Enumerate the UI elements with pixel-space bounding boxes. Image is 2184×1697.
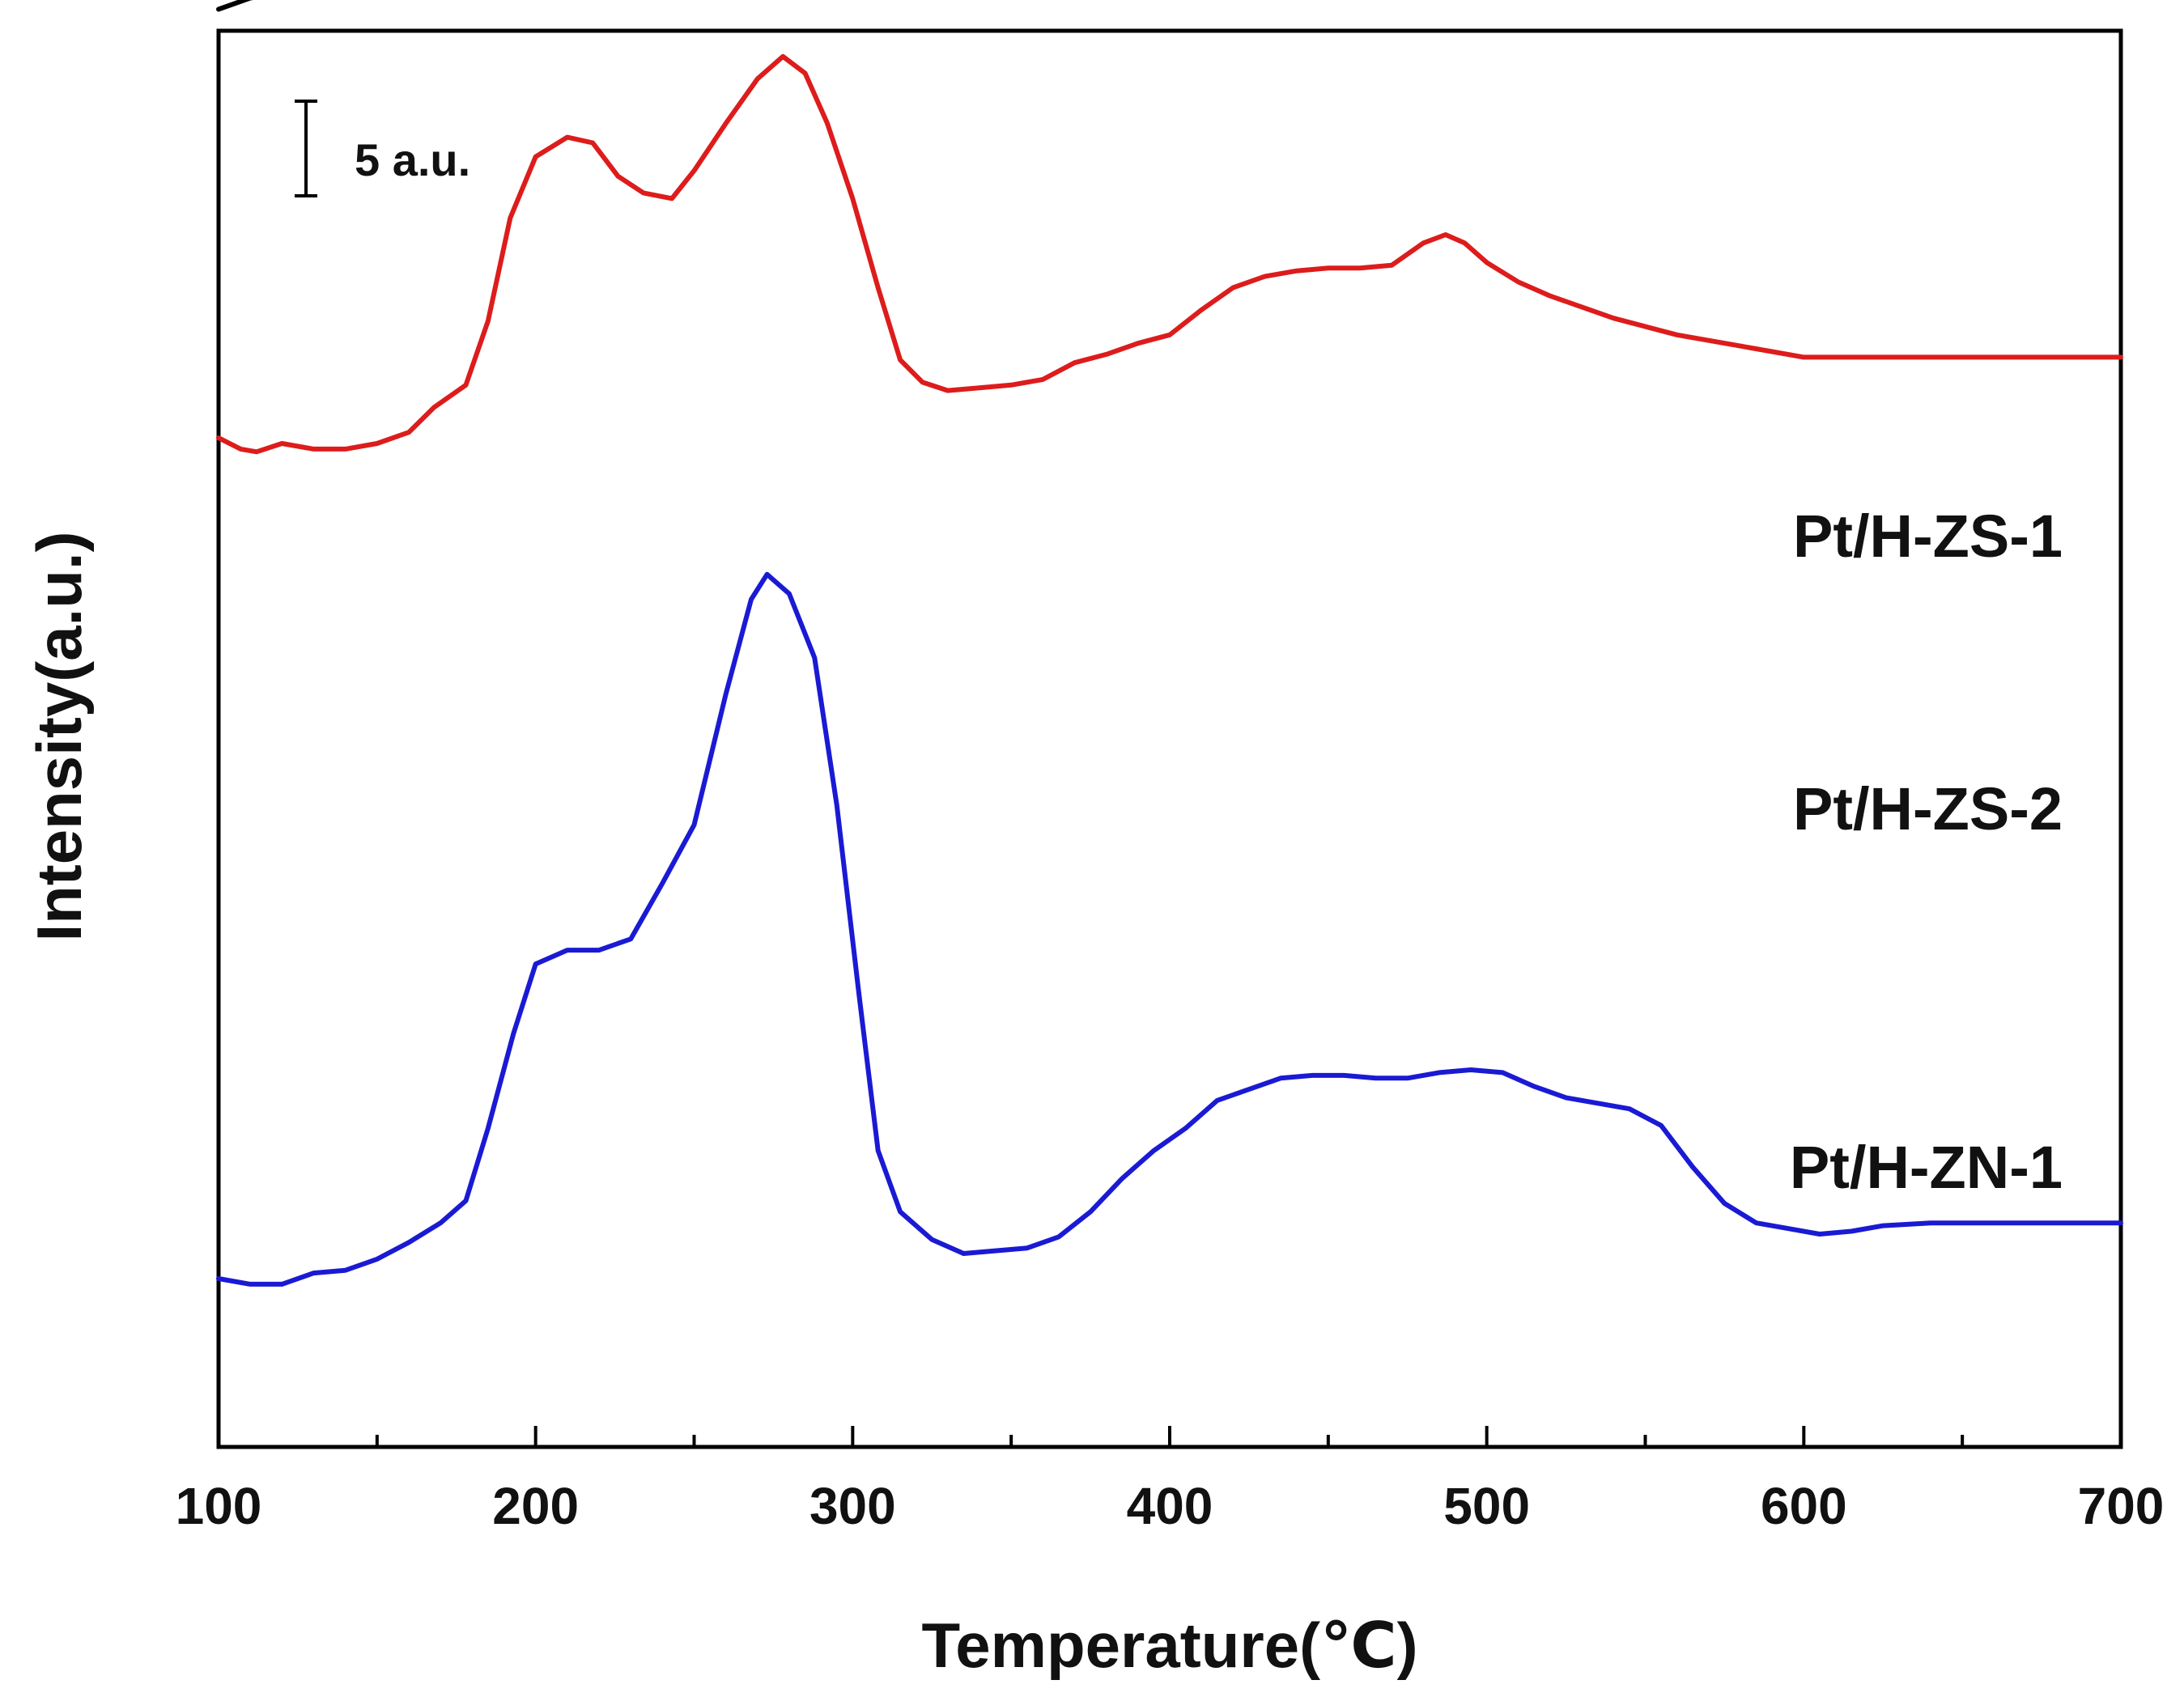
x-axis-ticks — [217, 1426, 2122, 1447]
scale-bar-label: 5 a.u. — [355, 134, 470, 185]
x-tick-label: 500 — [1443, 1477, 1530, 1535]
x-tick-label: 700 — [2078, 1477, 2165, 1535]
scale-bar: 5 a.u. — [295, 100, 470, 197]
x-tick-label: 200 — [492, 1477, 579, 1535]
x-tick-label: 300 — [809, 1477, 896, 1535]
series-label-pt-h-zn-1: Pt/H-ZN-1 — [1790, 1134, 2063, 1201]
series-labels: Pt/H-ZS-1 Pt/H-ZS-2 Pt/H-ZN-1 — [1790, 503, 2063, 1201]
x-tick-label: 400 — [1127, 1477, 1213, 1535]
series-line-pt-h-zs-1 — [216, 0, 253, 12]
x-axis-title: Temperature(℃) — [921, 1610, 1417, 1681]
y-axis-title: Intensity(a.u.) — [23, 531, 95, 941]
x-tick-label: 600 — [1761, 1477, 1847, 1535]
series-label-pt-h-zs-2: Pt/H-ZS-2 — [1793, 775, 2063, 842]
series-label-pt-h-zs-1: Pt/H-ZS-1 — [1793, 503, 2063, 570]
series-layer — [216, 0, 2123, 1287]
series-line-pt-h-zn-1 — [216, 571, 2123, 1287]
x-axis-tick-labels: 100 200 300 400 500 600 700 — [176, 1477, 2165, 1535]
series-line-pt-h-zs-2 — [216, 53, 2123, 455]
x-tick-label: 100 — [176, 1477, 262, 1535]
